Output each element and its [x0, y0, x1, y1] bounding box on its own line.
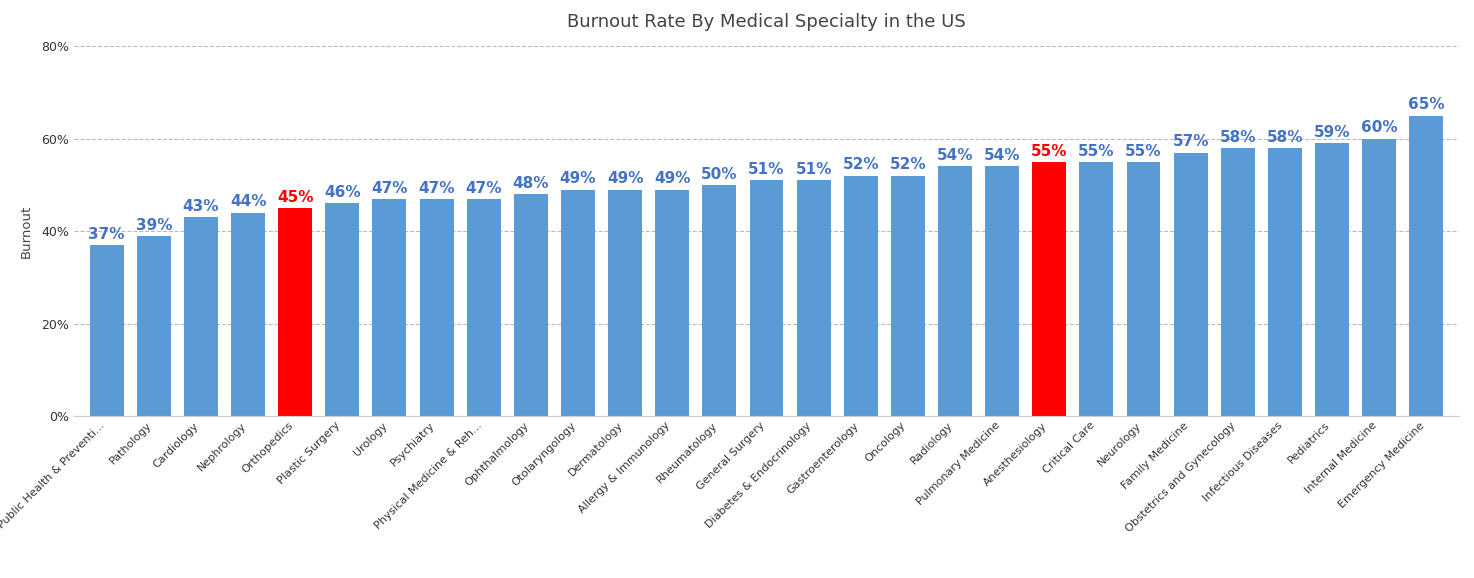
- Text: 45%: 45%: [277, 190, 314, 205]
- Text: 55%: 55%: [1125, 143, 1162, 158]
- Text: 48%: 48%: [513, 176, 550, 191]
- Bar: [90, 245, 124, 416]
- Bar: [1268, 148, 1302, 416]
- Text: 58%: 58%: [1219, 129, 1256, 144]
- Text: 50%: 50%: [702, 166, 737, 181]
- Bar: [609, 190, 643, 416]
- Bar: [279, 208, 312, 416]
- Bar: [467, 199, 501, 416]
- Bar: [656, 190, 690, 416]
- Text: 55%: 55%: [1030, 143, 1067, 158]
- Text: 49%: 49%: [607, 171, 643, 186]
- Text: 55%: 55%: [1077, 143, 1114, 158]
- Bar: [1409, 116, 1443, 416]
- Bar: [184, 217, 218, 416]
- Text: 39%: 39%: [136, 217, 172, 232]
- Text: 49%: 49%: [654, 171, 690, 186]
- Bar: [231, 213, 265, 416]
- Y-axis label: Burnout: Burnout: [19, 205, 32, 258]
- Bar: [703, 185, 737, 416]
- Text: 37%: 37%: [88, 227, 125, 242]
- Text: 51%: 51%: [796, 162, 831, 177]
- Text: 52%: 52%: [889, 157, 926, 172]
- Text: 49%: 49%: [560, 171, 595, 186]
- Bar: [1173, 153, 1207, 416]
- Text: 57%: 57%: [1172, 134, 1209, 149]
- Bar: [514, 194, 548, 416]
- Bar: [1220, 148, 1254, 416]
- Text: 52%: 52%: [843, 157, 879, 172]
- Bar: [1079, 162, 1113, 416]
- Bar: [1126, 162, 1160, 416]
- Text: 54%: 54%: [983, 148, 1020, 163]
- Text: 44%: 44%: [230, 194, 267, 209]
- Bar: [843, 176, 877, 416]
- Bar: [937, 166, 971, 416]
- Text: 47%: 47%: [466, 180, 503, 195]
- Text: 60%: 60%: [1361, 120, 1397, 135]
- Bar: [749, 180, 784, 416]
- Text: 54%: 54%: [937, 148, 973, 163]
- Bar: [1032, 162, 1066, 416]
- Bar: [326, 203, 360, 416]
- Text: 47%: 47%: [419, 180, 455, 195]
- Text: 58%: 58%: [1266, 129, 1303, 144]
- Text: 46%: 46%: [324, 185, 361, 200]
- Bar: [373, 199, 407, 416]
- Bar: [1362, 139, 1396, 416]
- Text: 59%: 59%: [1313, 125, 1350, 140]
- Bar: [985, 166, 1019, 416]
- Bar: [562, 190, 595, 416]
- Bar: [420, 199, 454, 416]
- Bar: [890, 176, 924, 416]
- Text: 51%: 51%: [749, 162, 784, 177]
- Bar: [137, 236, 171, 416]
- Bar: [796, 180, 830, 416]
- Text: 47%: 47%: [371, 180, 408, 195]
- Bar: [1315, 143, 1349, 416]
- Text: 43%: 43%: [183, 199, 220, 214]
- Text: 65%: 65%: [1408, 97, 1445, 112]
- Title: Burnout Rate By Medical Specialty in the US: Burnout Rate By Medical Specialty in the…: [567, 13, 965, 31]
